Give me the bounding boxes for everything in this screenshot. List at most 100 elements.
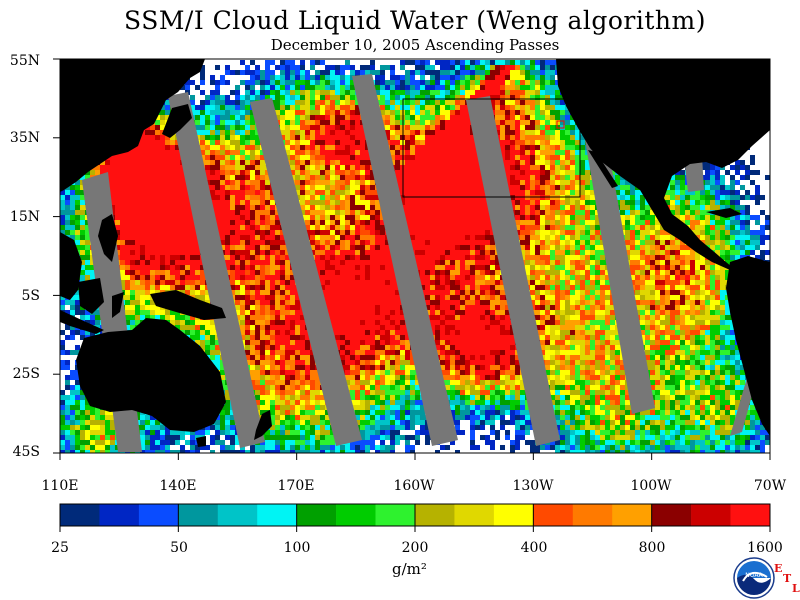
field-cell [580,155,585,160]
field-cell [430,140,435,145]
field-cell [335,225,340,230]
field-cell [195,130,200,135]
field-cell [550,65,555,70]
field-cell [720,220,725,225]
field-cell [295,110,300,115]
field-cell [540,90,545,95]
field-cell [545,90,550,95]
field-cell [235,185,240,190]
field-cell [335,220,340,225]
field-cell [210,80,215,85]
field-cell [685,220,690,225]
field-cell [745,165,750,170]
field-cell [545,70,550,75]
field-cell [395,165,400,170]
field-cell [735,195,740,200]
field-cell [520,160,525,165]
field-cell [315,130,320,135]
field-cell [215,115,220,120]
field-cell [425,245,430,250]
field-cell [120,190,125,195]
field-cell [370,65,375,70]
field-cell [255,235,260,240]
field-cell [455,65,460,70]
field-cell [520,245,525,250]
field-cell [80,245,85,250]
field-cell [310,230,315,235]
field-cell [425,205,430,210]
field-cell [160,135,165,140]
field-cell [705,205,710,210]
field-cell [340,150,345,155]
field-cell [535,100,540,105]
field-cell [560,105,565,110]
field-cell [465,70,470,75]
field-cell [335,80,340,85]
field-cell [325,230,330,235]
field-cell [455,230,460,235]
field-cell [515,70,520,75]
field-cell [560,165,565,170]
field-cell [140,225,145,230]
field-cell [335,160,340,165]
field-cell [390,70,395,75]
field-cell [170,205,175,210]
field-cell [250,265,255,270]
field-cell [220,190,225,195]
field-cell [270,235,275,240]
field-cell [635,195,640,200]
field-cell [625,220,630,225]
field-cell [280,60,285,65]
field-cell [305,200,310,205]
field-cell [220,240,225,245]
field-cell [355,115,360,120]
field-cell [345,215,350,220]
field-cell [200,65,205,70]
field-cell [240,210,245,215]
field-cell [205,105,210,110]
field-cell [430,155,435,160]
field-cell [420,70,425,75]
field-cell [75,185,80,190]
field-cell [515,95,520,100]
field-cell [515,130,520,135]
field-cell [575,160,580,165]
field-cell [480,70,485,75]
field-cell [360,145,365,150]
field-cell [340,155,345,160]
field-cell [340,215,345,220]
field-cell [360,215,365,220]
field-cell [480,190,485,195]
field-cell [430,80,435,85]
field-cell [545,170,550,175]
field-cell [205,170,210,175]
field-cell [115,190,120,195]
field-cell [185,200,190,205]
field-cell [150,140,155,145]
field-cell [465,260,470,265]
field-cell [145,200,150,205]
field-cell [65,190,70,195]
field-cell [400,85,405,90]
field-cell [480,265,485,270]
field-cell [545,125,550,130]
field-cell [700,200,705,205]
field-cell [410,80,415,85]
field-cell [425,80,430,85]
field-cell [455,160,460,165]
field-cell [280,245,285,250]
field-cell [265,180,270,185]
field-cell [70,225,75,230]
field-cell [560,215,565,220]
field-cell [270,200,275,205]
field-cell [170,210,175,215]
field-cell [390,100,395,105]
field-cell [345,180,350,185]
field-cell [220,95,225,100]
field-cell [455,155,460,160]
field-cell [135,220,140,225]
field-cell [320,200,325,205]
field-cell [330,170,335,175]
field-cell [300,105,305,110]
field-cell [760,195,765,200]
